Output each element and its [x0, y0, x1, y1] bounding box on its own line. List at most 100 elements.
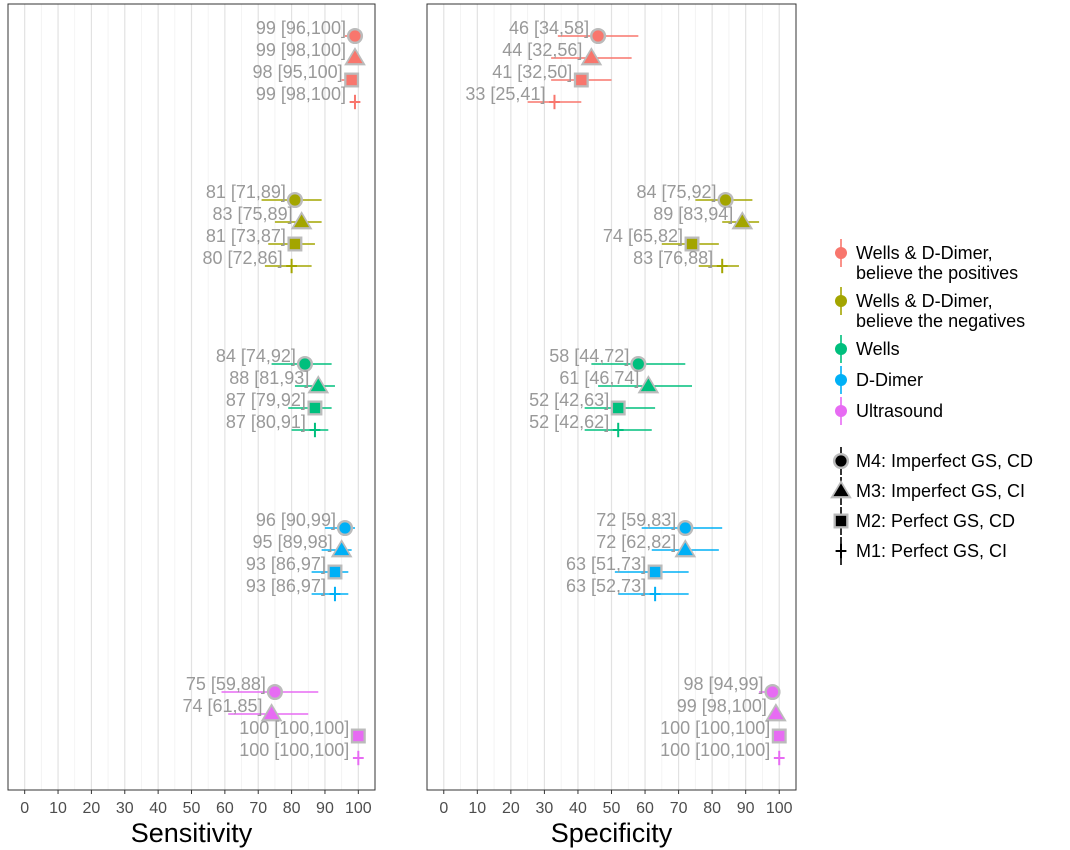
- ci-label: 99 [98,100]: [677, 696, 767, 716]
- point-marker: [677, 542, 693, 556]
- point-marker: [286, 258, 297, 274]
- data-row: 83 [76,88]: [633, 248, 739, 274]
- ci-label: 72 [59,83]: [596, 510, 676, 530]
- ci-label: 95 [89,98]: [253, 532, 333, 552]
- data-row: 99 [96,100]: [256, 18, 364, 45]
- ci-label: 100 [100,100]: [660, 718, 770, 738]
- ci-label: 100 [100,100]: [660, 740, 770, 760]
- legend-key-point: [835, 247, 847, 259]
- data-row: 99 [98,100]: [256, 40, 366, 66]
- legend-item-test: Wells & D-Dimer,believe the positives: [835, 239, 1018, 283]
- point-marker: [640, 378, 656, 392]
- point-marker: [309, 402, 321, 414]
- legend-item-test: Wells: [835, 335, 900, 363]
- panel-specificity: 0 10 20 30 40 50 60 70 80 90 100 Specificity 46 [34,…: [426, 3, 797, 848]
- point-marker: [583, 50, 599, 64]
- x-tick-label: 90: [316, 800, 334, 817]
- data-row: 95 [89,98]: [253, 532, 353, 558]
- data-row: 41 [32,50]: [492, 62, 612, 88]
- ci-label: 83 [76,88]: [633, 248, 713, 268]
- legend-label: M3: Imperfect GS, CI: [856, 481, 1025, 501]
- data-row: 100 [100,100]: [660, 718, 787, 744]
- data-row: 87 [79,92]: [226, 390, 332, 416]
- ci-label: 98 [95,100]: [253, 62, 343, 82]
- x-tick-label: 10: [49, 800, 67, 817]
- x-tick-label: 30: [116, 800, 134, 817]
- panel-sensitivity: 0 10 20 30 40 50 60 70 80 90 100 Sensitivity 99 [96,…: [7, 3, 376, 848]
- point-marker: [549, 94, 560, 110]
- ci-label: 87 [79,92]: [226, 390, 306, 410]
- data-row: 63 [52,73]: [566, 576, 689, 602]
- ci-label: 100 [100,100]: [239, 718, 349, 738]
- x-tick-label: 0: [439, 800, 448, 817]
- x-tick-label: 80: [703, 800, 721, 817]
- point-marker: [349, 30, 361, 42]
- ci-label: 74 [65,82]: [603, 226, 683, 246]
- x-tick-label: 50: [603, 800, 621, 817]
- x-axis-title: Sensitivity: [131, 818, 253, 848]
- point-marker: [329, 586, 341, 602]
- data-row: 100 [100,100]: [660, 740, 785, 766]
- x-axis-title: Specificity: [551, 818, 673, 848]
- legend-item-model: M1: Perfect GS, CI: [835, 537, 1007, 565]
- data-row: 81 [73,87]: [206, 226, 315, 252]
- point-marker: [766, 686, 779, 698]
- legend-key-point: [835, 295, 847, 307]
- data-row: 89 [83,94]: [653, 204, 760, 230]
- legend-label: M4: Imperfect GS, CD: [856, 451, 1033, 471]
- point-marker: [774, 730, 785, 742]
- point-marker: [632, 358, 644, 370]
- ci-label: 61 [46,74]: [559, 368, 639, 388]
- ci-label: 74 [61,85]: [182, 696, 262, 716]
- x-tick-label: 10: [468, 800, 486, 817]
- point-marker: [352, 750, 364, 766]
- ci-label: 93 [86,97]: [246, 576, 326, 596]
- point-marker: [679, 522, 691, 534]
- ci-label: 99 [98,100]: [256, 84, 346, 104]
- legend-item-test: D-Dimer: [835, 366, 923, 394]
- data-row: 44 [32,56]: [502, 40, 632, 66]
- x-tick-label: 80: [283, 800, 301, 817]
- ci-label: 72 [62,82]: [596, 532, 676, 552]
- point-marker: [716, 258, 728, 274]
- ci-label: 83 [75,89]: [213, 204, 293, 224]
- legend-key-point: [835, 405, 847, 417]
- x-tick-label: 30: [536, 800, 554, 817]
- data-row: 93 [86,97]: [246, 576, 349, 602]
- x-tick-label: 40: [569, 800, 587, 817]
- data-row: 80 [72,86]: [203, 248, 312, 274]
- ci-label: 89 [83,94]: [653, 204, 733, 224]
- data-row: 74 [65,82]: [603, 226, 719, 252]
- point-marker: [773, 750, 785, 766]
- point-marker: [768, 706, 784, 720]
- legend-label: Wells: [856, 339, 900, 359]
- point-marker: [334, 542, 350, 556]
- point-marker: [264, 706, 280, 720]
- legend-key-point: [835, 343, 847, 355]
- data-row: 33 [25,41]: [465, 84, 582, 110]
- ci-label: 41 [32,50]: [492, 62, 572, 82]
- data-row: 100 [100,100]: [239, 740, 364, 766]
- data-row: 98 [94,99]: [683, 674, 781, 701]
- data-row: 100 [100,100]: [239, 718, 366, 744]
- data-row: 98 [95,100]: [253, 62, 360, 88]
- data-row: 58 [44,72]: [549, 346, 686, 373]
- point-marker: [294, 214, 310, 228]
- data-row: 52 [42,63]: [529, 390, 656, 416]
- x-tick-label: 20: [83, 800, 101, 817]
- data-row: 99 [98,100]: [677, 696, 787, 722]
- ci-label: 93 [86,97]: [246, 554, 326, 574]
- legend-key-point: [833, 483, 849, 497]
- x-tick-label: 100: [766, 800, 793, 817]
- ci-label: 33 [25,41]: [465, 84, 545, 104]
- data-row: 72 [59,83]: [596, 510, 723, 537]
- point-marker: [349, 94, 361, 110]
- ci-label: 99 [98,100]: [256, 40, 346, 60]
- legend-models: M4: Imperfect GS, CD M3: Imperfect GS, CI…: [830, 447, 1033, 565]
- data-row: 61 [46,74]: [559, 368, 693, 394]
- point-marker: [649, 566, 661, 578]
- point-marker: [309, 422, 321, 438]
- data-row: 72 [62,82]: [596, 532, 719, 558]
- legend-tests: Wells & D-Dimer,believe the positivesWel…: [835, 239, 1025, 425]
- legend-item-test: Wells & D-Dimer,believe the negatives: [835, 287, 1025, 331]
